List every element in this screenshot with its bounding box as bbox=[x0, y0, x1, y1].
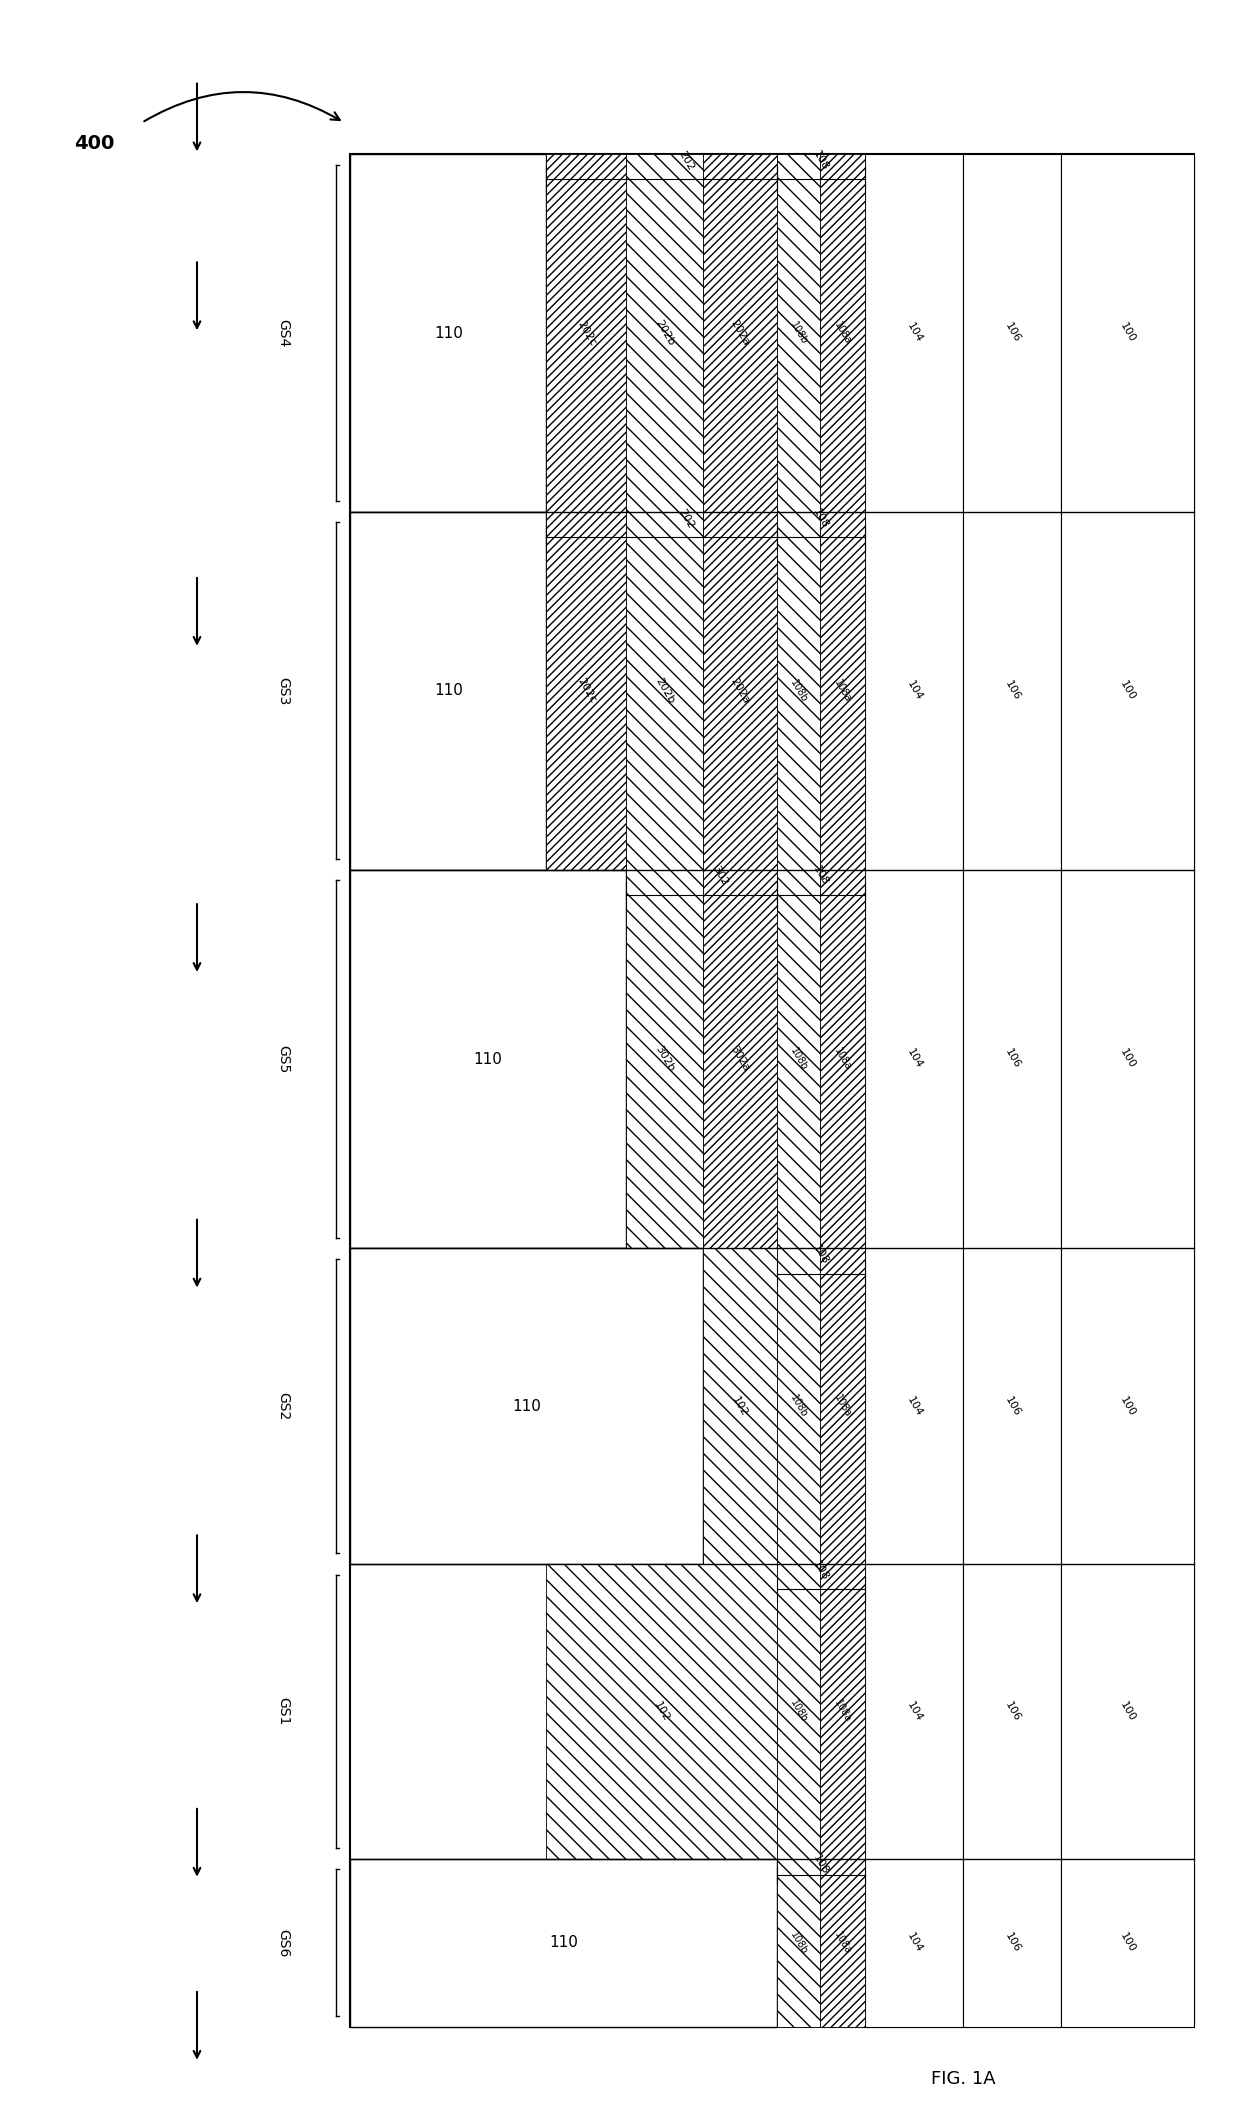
Text: GS5: GS5 bbox=[275, 1044, 290, 1074]
Text: 302b: 302b bbox=[653, 1044, 676, 1074]
Text: 106: 106 bbox=[1003, 1394, 1022, 1417]
Text: 104: 104 bbox=[905, 1699, 924, 1722]
Bar bbox=[777, 1248, 820, 1563]
Bar bbox=[777, 155, 820, 513]
Text: GS3: GS3 bbox=[275, 676, 290, 705]
Text: 102: 102 bbox=[652, 1699, 671, 1722]
Text: 202: 202 bbox=[677, 148, 696, 172]
Text: 110: 110 bbox=[549, 1936, 578, 1951]
Text: 100: 100 bbox=[1118, 322, 1137, 345]
Text: 108a: 108a bbox=[832, 1699, 853, 1724]
Text: 202a: 202a bbox=[729, 318, 751, 347]
Bar bbox=[820, 1860, 866, 2027]
Text: 104: 104 bbox=[905, 322, 924, 345]
Text: 108a: 108a bbox=[832, 1929, 853, 1955]
Bar bbox=[820, 1248, 866, 1563]
Bar bbox=[350, 155, 547, 513]
Text: 108: 108 bbox=[811, 1243, 831, 1267]
Text: 108b: 108b bbox=[787, 320, 808, 345]
Bar bbox=[350, 155, 1194, 2027]
Text: 108b: 108b bbox=[787, 678, 808, 703]
Bar bbox=[703, 870, 777, 1248]
Bar bbox=[626, 513, 703, 870]
Text: 108: 108 bbox=[811, 1853, 831, 1877]
Text: 100: 100 bbox=[1118, 1932, 1137, 1955]
Bar bbox=[703, 513, 777, 870]
Text: 202: 202 bbox=[677, 506, 696, 530]
Text: 202a: 202a bbox=[729, 676, 751, 705]
Text: 106: 106 bbox=[1003, 680, 1022, 703]
Text: GS1: GS1 bbox=[275, 1697, 290, 1726]
Bar bbox=[350, 513, 547, 870]
Text: 400: 400 bbox=[74, 133, 115, 152]
Text: 108b: 108b bbox=[787, 1046, 808, 1072]
Bar bbox=[1061, 155, 1194, 2027]
Text: 106: 106 bbox=[1003, 1048, 1022, 1070]
Text: 106: 106 bbox=[1003, 322, 1022, 345]
Bar bbox=[350, 870, 626, 1248]
FancyArrowPatch shape bbox=[144, 91, 340, 121]
Text: 108: 108 bbox=[811, 506, 831, 530]
Text: 104: 104 bbox=[905, 680, 924, 703]
Text: 202b: 202b bbox=[653, 676, 676, 705]
Text: 100: 100 bbox=[1118, 1699, 1137, 1722]
Bar bbox=[820, 513, 866, 870]
Bar bbox=[777, 1860, 820, 2027]
Text: 104: 104 bbox=[905, 1394, 924, 1417]
Bar bbox=[777, 513, 820, 870]
Text: GS6: GS6 bbox=[275, 1929, 290, 1957]
Text: 110: 110 bbox=[512, 1398, 541, 1413]
Text: 108b: 108b bbox=[787, 1394, 808, 1419]
Bar bbox=[963, 155, 1061, 2027]
Text: 110: 110 bbox=[474, 1051, 502, 1067]
Text: GS2: GS2 bbox=[275, 1392, 290, 1421]
Text: 108: 108 bbox=[811, 1559, 831, 1582]
Bar bbox=[547, 513, 626, 870]
Text: 108: 108 bbox=[811, 864, 831, 887]
Text: 102: 102 bbox=[730, 1394, 750, 1417]
Bar bbox=[350, 1248, 703, 1563]
Text: GS4: GS4 bbox=[275, 320, 290, 347]
Text: 108a: 108a bbox=[832, 1394, 853, 1419]
Bar bbox=[350, 1860, 777, 2027]
Bar bbox=[866, 155, 963, 2027]
Text: 100: 100 bbox=[1118, 1048, 1137, 1070]
Text: 202c: 202c bbox=[575, 676, 598, 705]
Bar bbox=[820, 155, 866, 513]
Text: 108b: 108b bbox=[787, 1929, 808, 1955]
Bar bbox=[820, 870, 866, 1248]
Text: 110: 110 bbox=[434, 684, 463, 699]
Text: 100: 100 bbox=[1118, 1394, 1137, 1417]
Text: 106: 106 bbox=[1003, 1932, 1022, 1955]
Bar bbox=[547, 1563, 777, 1860]
Text: 108a: 108a bbox=[832, 678, 853, 703]
Text: 100: 100 bbox=[1118, 680, 1137, 703]
Text: FIG. 1A: FIG. 1A bbox=[931, 2071, 996, 2088]
Bar bbox=[626, 155, 703, 513]
Text: 302: 302 bbox=[711, 864, 729, 887]
Text: 108a: 108a bbox=[832, 320, 853, 345]
Text: 104: 104 bbox=[905, 1048, 924, 1070]
Text: 108b: 108b bbox=[787, 1699, 808, 1724]
Text: 106: 106 bbox=[1003, 1699, 1022, 1722]
Text: 110: 110 bbox=[434, 326, 463, 341]
Bar bbox=[777, 870, 820, 1248]
Bar bbox=[547, 155, 626, 513]
Text: 202b: 202b bbox=[653, 318, 676, 347]
Text: 108a: 108a bbox=[832, 1046, 853, 1072]
Text: 202c: 202c bbox=[575, 318, 598, 347]
Bar bbox=[820, 1563, 866, 1860]
Bar bbox=[777, 1563, 820, 1860]
Bar bbox=[703, 1248, 777, 1563]
Bar bbox=[626, 870, 703, 1248]
Text: 108: 108 bbox=[811, 148, 831, 172]
Bar bbox=[703, 155, 777, 513]
Text: 302a: 302a bbox=[729, 1044, 751, 1074]
Text: 104: 104 bbox=[905, 1932, 924, 1955]
